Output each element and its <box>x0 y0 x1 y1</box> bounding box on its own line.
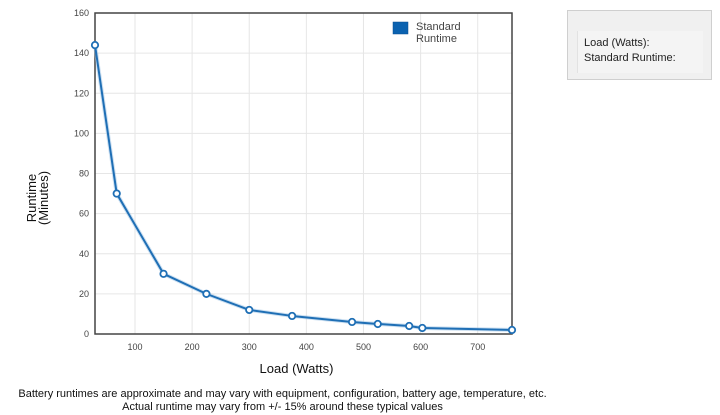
data-point <box>245 305 254 315</box>
y-axis-title: (Minutes) <box>36 171 51 225</box>
data-point <box>287 311 297 321</box>
series-line-shadow <box>93 44 513 332</box>
y-tick-label: 100 <box>74 128 89 138</box>
data-point <box>202 289 211 298</box>
y-tick-label: 140 <box>74 48 89 58</box>
y-tick-label: 60 <box>79 209 89 219</box>
data-point <box>507 325 517 335</box>
y-axis-title: Runtime <box>24 174 39 222</box>
x-tick-label: 500 <box>356 342 371 352</box>
plot-frame <box>94 12 513 335</box>
x-tick-label: 700 <box>470 342 485 352</box>
legend-swatch <box>392 21 409 35</box>
data-point <box>90 40 100 50</box>
legend-label: Standard <box>416 21 461 33</box>
tooltip-panel: Load (Watts): Standard Runtime: <box>567 10 712 80</box>
tooltip-load-label: Load (Watts): <box>584 37 650 49</box>
x-tick-label: 400 <box>299 342 314 352</box>
axis-titles: Load (Watts) Runtime(Minutes) <box>24 171 333 376</box>
y-tick-label: 20 <box>79 289 89 299</box>
y-tick-label: 160 <box>74 8 89 18</box>
x-tick-label: 200 <box>185 342 200 352</box>
series-line <box>94 44 513 331</box>
data-point <box>405 321 414 331</box>
axis-ticks: 0 20 40 60 80 100 120 140 160 100 200 300 400 500 600 7… <box>74 8 485 352</box>
y-tick-label: 120 <box>74 88 89 98</box>
series-standard-runtime <box>90 40 517 335</box>
x-tick-label: 300 <box>242 342 257 352</box>
disclaimer-line-2: Actual runtime may vary from +/- 15% aro… <box>122 401 443 413</box>
data-point <box>373 319 382 329</box>
tooltip-content: Load (Watts): Standard Runtime: <box>577 31 703 73</box>
tooltip-runtime-label: Standard Runtime: <box>584 52 676 64</box>
x-tick-label: 600 <box>413 342 428 352</box>
disclaimer: Battery runtimes are approximate and may… <box>0 388 565 414</box>
legend-label: Runtime <box>416 33 457 45</box>
grid <box>95 13 512 334</box>
y-tick-label: 0 <box>84 329 89 339</box>
data-point <box>159 269 168 278</box>
y-tick-label: 80 <box>79 169 89 179</box>
data-point <box>418 323 427 333</box>
x-tick-label: 100 <box>127 342 142 352</box>
x-axis-title: Load (Watts) <box>260 361 334 376</box>
y-tick-label: 40 <box>79 249 89 259</box>
data-point <box>112 189 121 198</box>
data-point <box>347 317 357 327</box>
disclaimer-line-1: Battery runtimes are approximate and may… <box>18 388 547 400</box>
